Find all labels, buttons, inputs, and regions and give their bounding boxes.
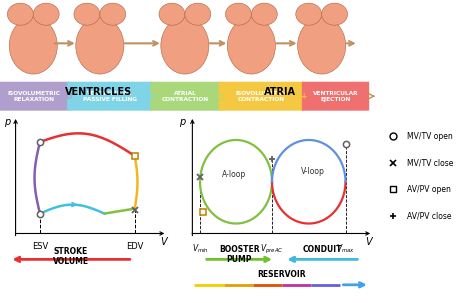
Text: ISOVOLUMETRIC
CONTRACTION: ISOVOLUMETRIC CONTRACTION bbox=[235, 91, 288, 102]
Text: $V_{min}$: $V_{min}$ bbox=[191, 242, 209, 255]
Text: VENTRICULAR
EJECTION: VENTRICULAR EJECTION bbox=[313, 91, 358, 102]
FancyBboxPatch shape bbox=[219, 82, 304, 111]
Text: ISOVOLUMETRIC
RELAXATION: ISOVOLUMETRIC RELAXATION bbox=[8, 91, 61, 102]
FancyBboxPatch shape bbox=[67, 82, 153, 111]
Ellipse shape bbox=[100, 3, 126, 25]
Text: O: O bbox=[65, 92, 72, 101]
Text: p: p bbox=[179, 117, 185, 127]
Text: A-loop: A-loop bbox=[222, 170, 246, 179]
Ellipse shape bbox=[296, 3, 322, 25]
Text: VENTRICLES: VENTRICLES bbox=[65, 87, 132, 97]
Text: VENTRICULAR
PASSIVE FILLING: VENTRICULAR PASSIVE FILLING bbox=[83, 91, 137, 102]
Text: p: p bbox=[4, 117, 10, 127]
Text: MV/TV close: MV/TV close bbox=[408, 158, 454, 167]
Text: STROKE
VOLUME: STROKE VOLUME bbox=[53, 247, 89, 266]
Text: AV/PV open: AV/PV open bbox=[408, 185, 451, 194]
Ellipse shape bbox=[185, 3, 211, 25]
FancyBboxPatch shape bbox=[302, 82, 369, 111]
Text: $V_{preAC}$: $V_{preAC}$ bbox=[260, 242, 284, 255]
Text: +: + bbox=[300, 92, 306, 101]
Text: EDV: EDV bbox=[126, 242, 144, 251]
Ellipse shape bbox=[33, 3, 59, 25]
Ellipse shape bbox=[298, 17, 346, 74]
FancyBboxPatch shape bbox=[0, 82, 70, 111]
Text: □: □ bbox=[216, 92, 224, 101]
Text: MV/TV open: MV/TV open bbox=[408, 132, 453, 141]
Ellipse shape bbox=[159, 3, 185, 25]
Text: ESV: ESV bbox=[32, 242, 48, 251]
Ellipse shape bbox=[228, 17, 275, 74]
Text: BOOSTER
PUMP: BOOSTER PUMP bbox=[219, 245, 260, 264]
Ellipse shape bbox=[9, 17, 57, 74]
Ellipse shape bbox=[322, 3, 347, 25]
Text: $V_{max}$: $V_{max}$ bbox=[336, 242, 355, 255]
Text: V: V bbox=[365, 238, 372, 248]
Ellipse shape bbox=[74, 3, 100, 25]
Ellipse shape bbox=[76, 17, 124, 74]
Text: ×: × bbox=[148, 92, 155, 101]
Text: CONDUIT: CONDUIT bbox=[302, 245, 342, 254]
Text: V: V bbox=[160, 238, 166, 248]
FancyBboxPatch shape bbox=[150, 82, 221, 111]
Text: RESERVOIR: RESERVOIR bbox=[258, 270, 306, 279]
Text: V-loop: V-loop bbox=[301, 167, 325, 176]
Text: AV/PV close: AV/PV close bbox=[408, 211, 452, 221]
Ellipse shape bbox=[226, 3, 251, 25]
Text: ATRIAL
CONTRACTION: ATRIAL CONTRACTION bbox=[162, 91, 210, 102]
Ellipse shape bbox=[161, 17, 209, 74]
Ellipse shape bbox=[251, 3, 277, 25]
Text: ATRIA: ATRIA bbox=[264, 87, 296, 97]
Ellipse shape bbox=[8, 3, 33, 25]
